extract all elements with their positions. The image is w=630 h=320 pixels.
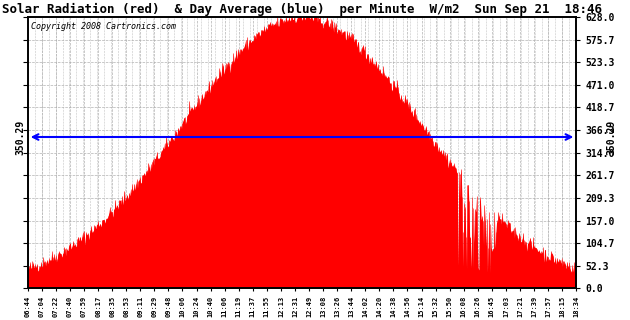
Title: Solar Radiation (red)  & Day Average (blue)  per Minute  W/m2  Sun Sep 21  18:46: Solar Radiation (red) & Day Average (blu…: [2, 3, 602, 16]
Text: 350.29: 350.29: [15, 119, 25, 155]
Text: Copyright 2008 Cartronics.com: Copyright 2008 Cartronics.com: [31, 22, 176, 31]
Text: 350.29: 350.29: [607, 119, 616, 155]
